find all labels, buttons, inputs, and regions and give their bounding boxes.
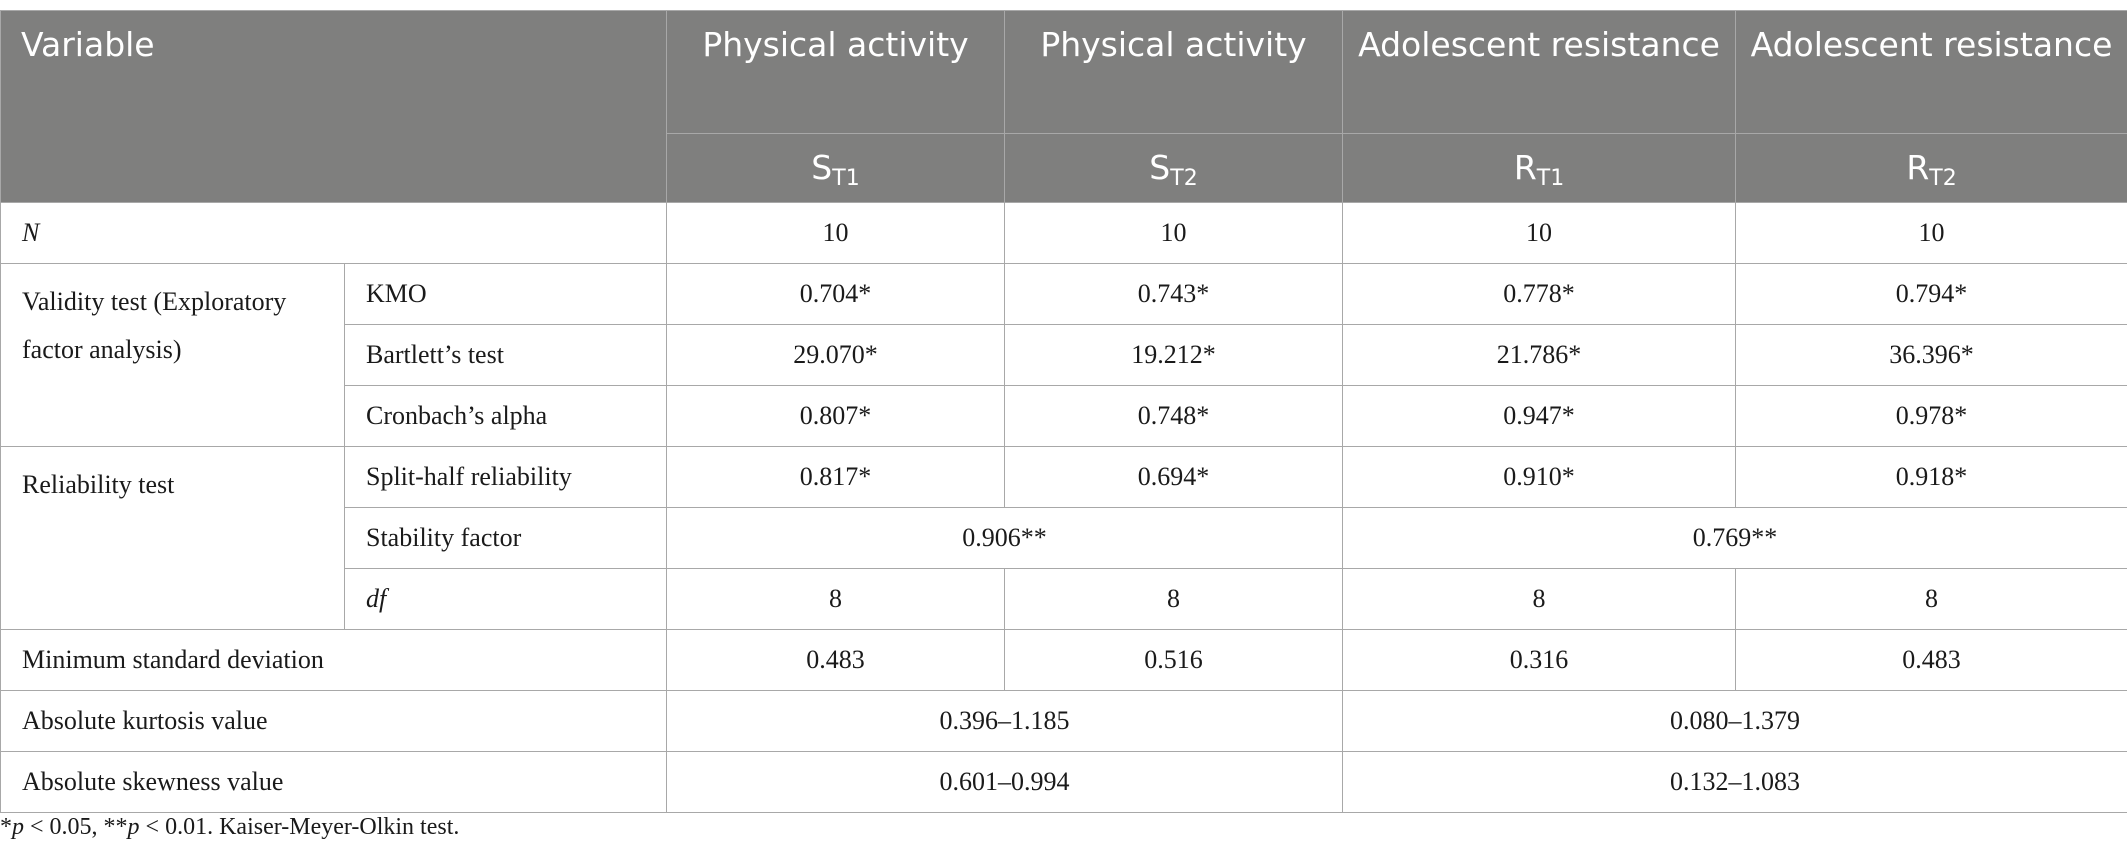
table-row-skewness: Absolute skewness value 0.601–0.994 0.13… <box>0 751 2127 813</box>
cell-split-half-rt2: 0.918* <box>1735 446 2127 508</box>
table-row-split-half: Reliability test Split-half reliability … <box>0 446 2127 630</box>
cell-cronbach-st2: 0.748* <box>1004 385 1343 447</box>
table-row-stability: Stability factor 0.906** 0.769** <box>1 507 2127 569</box>
cell-df-rt1: 8 <box>1342 568 1736 630</box>
row-label-df: df <box>344 568 667 630</box>
cell-n-st1: 10 <box>666 202 1005 264</box>
table-body: N 10 10 10 10 Validity test (Exploratory… <box>0 202 2127 813</box>
cell-df-rt2: 8 <box>1735 568 2127 630</box>
row-label-kurtosis: Absolute kurtosis value <box>0 690 667 752</box>
row-label-kmo: KMO <box>344 263 667 325</box>
row-label-stability: Stability factor <box>344 507 667 569</box>
header-group-physical-activity-1: Physical activity <box>666 10 1005 134</box>
row-group-reliability: Reliability test <box>0 446 345 630</box>
cell-split-half-st1: 0.817* <box>666 446 1005 508</box>
table-row-kmo: Validity test (Exploratory factor analys… <box>0 263 2127 447</box>
cell-stability-physical: 0.906** <box>666 507 1343 569</box>
cell-df-st2: 8 <box>1004 568 1343 630</box>
cell-min-sd-st2: 0.516 <box>1004 629 1343 691</box>
cell-bartlett-rt2: 36.396* <box>1735 324 2127 386</box>
cell-cronbach-rt2: 0.978* <box>1735 385 2127 447</box>
cell-cronbach-st1: 0.807* <box>666 385 1005 447</box>
cell-min-sd-st1: 0.483 <box>666 629 1005 691</box>
row-label-n: N <box>0 202 667 264</box>
cell-kmo-st2: 0.743* <box>1004 263 1343 325</box>
table-footnote: *p < 0.05, **p < 0.01. Kaiser-Meyer-Olki… <box>0 814 460 840</box>
cell-kurtosis-physical: 0.396–1.185 <box>666 690 1343 752</box>
cell-bartlett-st1: 29.070* <box>666 324 1005 386</box>
cell-kmo-st1: 0.704* <box>666 263 1005 325</box>
row-label-split-half: Split-half reliability <box>344 446 667 508</box>
cell-bartlett-st2: 19.212* <box>1004 324 1343 386</box>
cell-n-rt2: 10 <box>1735 202 2127 264</box>
row-label-cronbach: Cronbach’s alpha <box>344 385 667 447</box>
header-variable: Variable <box>0 10 667 203</box>
cell-df-st1: 8 <box>666 568 1005 630</box>
cell-stability-resistance: 0.769** <box>1342 507 2127 569</box>
cell-n-rt1: 10 <box>1342 202 1736 264</box>
cell-min-sd-rt1: 0.316 <box>1342 629 1736 691</box>
table-row-df: df 8 8 8 8 <box>1 568 2127 630</box>
row-label-min-sd: Minimum standard deviation <box>0 629 667 691</box>
table-row-kurtosis: Absolute kurtosis value 0.396–1.185 0.08… <box>0 690 2127 752</box>
cell-split-half-st2: 0.694* <box>1004 446 1343 508</box>
header-group-adolescent-resistance-2: Adolescent resistance <box>1735 10 2127 134</box>
cell-skewness-physical: 0.601–0.994 <box>666 751 1343 813</box>
row-label-bartlett: Bartlett’s test <box>344 324 667 386</box>
cell-min-sd-rt2: 0.483 <box>1735 629 2127 691</box>
cell-kmo-rt2: 0.794* <box>1735 263 2127 325</box>
header-sub-rt2: RT2 <box>1735 133 2127 203</box>
table-row-cronbach: Cronbach’s alpha 0.807* 0.748* 0.947* 0.… <box>1 385 2127 447</box>
header-sub-st1: ST1 <box>666 133 1005 203</box>
header-sub-rt1: RT1 <box>1342 133 1736 203</box>
cell-kurtosis-resistance: 0.080–1.379 <box>1342 690 2127 752</box>
cell-bartlett-rt1: 21.786* <box>1342 324 1736 386</box>
row-label-skewness: Absolute skewness value <box>0 751 667 813</box>
header-sub-st2: ST2 <box>1004 133 1343 203</box>
cell-n-st2: 10 <box>1004 202 1343 264</box>
cell-kmo-rt1: 0.778* <box>1342 263 1736 325</box>
cell-split-half-rt1: 0.910* <box>1342 446 1736 508</box>
statistics-table: Variable Physical activity Physical acti… <box>0 10 2127 813</box>
cell-cronbach-rt1: 0.947* <box>1342 385 1736 447</box>
row-group-validity: Validity test (Exploratory factor analys… <box>0 263 345 447</box>
header-group-physical-activity-2: Physical activity <box>1004 10 1343 134</box>
header-group-adolescent-resistance-1: Adolescent resistance <box>1342 10 1736 134</box>
table-row-min-sd: Minimum standard deviation 0.483 0.516 0… <box>0 629 2127 691</box>
table-header: Variable Physical activity Physical acti… <box>0 10 2127 203</box>
table-container: Variable Physical activity Physical acti… <box>0 10 2127 813</box>
table-row-n: N 10 10 10 10 <box>0 202 2127 264</box>
cell-skewness-resistance: 0.132–1.083 <box>1342 751 2127 813</box>
